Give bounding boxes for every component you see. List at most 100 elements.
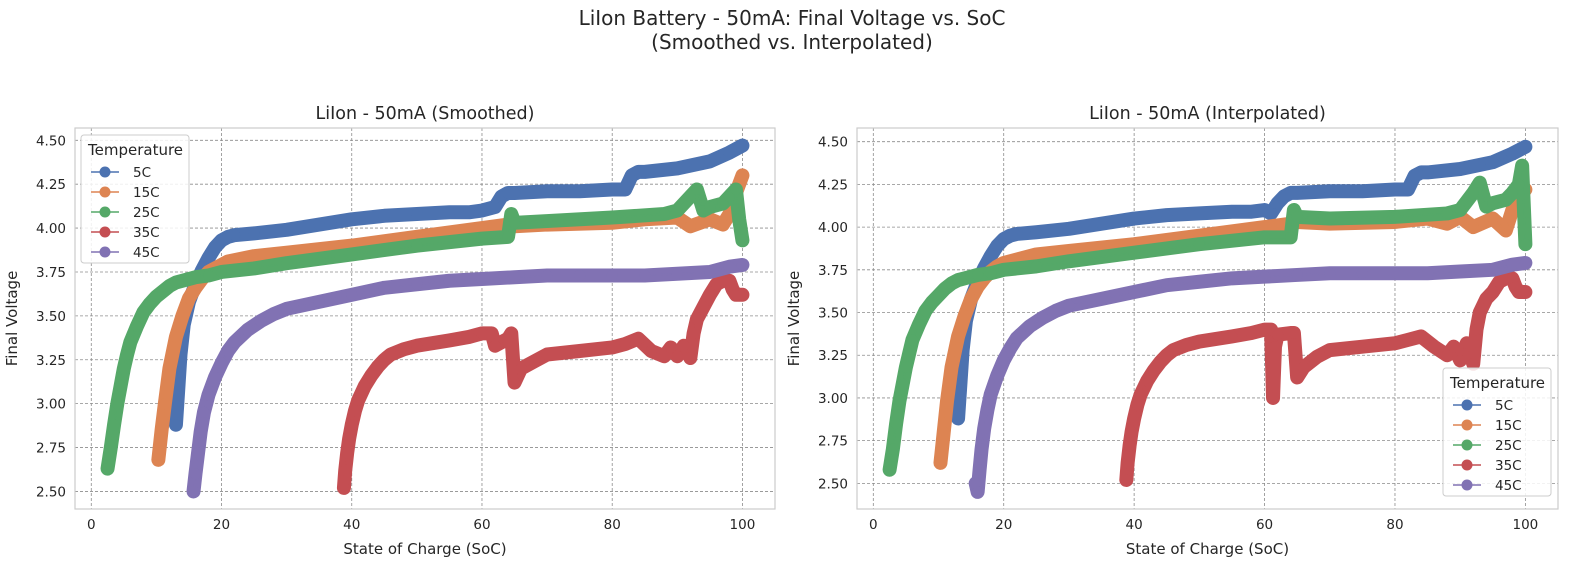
x-axis-label: State of Charge (SoC) xyxy=(1126,540,1289,558)
data-point xyxy=(159,398,171,410)
data-point xyxy=(985,389,997,401)
data-point xyxy=(1356,267,1368,279)
x-tick-label: 60 xyxy=(473,517,490,533)
data-point xyxy=(313,296,325,308)
y-tick-label: 3.25 xyxy=(818,348,848,364)
y-tick-label: 3.00 xyxy=(818,391,848,407)
data-point xyxy=(1389,337,1401,349)
data-point xyxy=(1193,276,1205,288)
data-point xyxy=(105,442,117,454)
data-point xyxy=(952,330,964,342)
data-point xyxy=(1122,457,1134,469)
legend-marker xyxy=(99,186,111,198)
y-tick-label: 2.75 xyxy=(818,434,848,450)
data-point xyxy=(1454,354,1466,366)
data-point xyxy=(188,485,200,497)
data-point xyxy=(378,210,390,222)
data-point xyxy=(1422,166,1434,178)
data-point xyxy=(1519,286,1531,298)
data-point xyxy=(352,394,364,406)
y-tick-label: 4.00 xyxy=(36,221,66,237)
series-25C xyxy=(882,158,1533,477)
data-point xyxy=(281,224,293,236)
data-point xyxy=(976,443,988,455)
data-point xyxy=(156,424,168,436)
data-point xyxy=(131,320,143,332)
data-point xyxy=(346,289,358,301)
x-tick-label: 20 xyxy=(995,517,1012,533)
data-point xyxy=(248,262,260,274)
data-point xyxy=(1193,238,1205,250)
data-point xyxy=(242,324,254,336)
data-point xyxy=(1167,344,1179,356)
data-point xyxy=(313,219,325,231)
legend-item-15C: 15C xyxy=(1453,418,1522,434)
data-point xyxy=(1030,226,1042,238)
data-point xyxy=(505,327,517,339)
data-point xyxy=(1063,255,1075,267)
data-point xyxy=(959,310,971,322)
data-point xyxy=(346,248,358,260)
data-point xyxy=(736,259,748,271)
y-tick-label: 4.50 xyxy=(818,135,848,151)
legend-item-35C: 35C xyxy=(91,225,160,241)
data-point xyxy=(639,269,651,281)
legend-item-45C: 45C xyxy=(1453,478,1522,494)
data-point xyxy=(443,334,455,346)
data-point xyxy=(1050,305,1062,317)
data-point xyxy=(970,477,982,489)
data-point xyxy=(972,281,984,293)
data-point xyxy=(974,464,986,476)
data-point xyxy=(1356,185,1368,197)
data-point xyxy=(1467,187,1479,199)
data-point xyxy=(691,313,703,325)
data-point xyxy=(1267,392,1279,404)
data-point xyxy=(890,418,902,430)
data-point xyxy=(1063,223,1075,235)
data-point xyxy=(671,205,683,217)
data-point xyxy=(476,327,488,339)
data-point xyxy=(1272,329,1284,341)
data-point xyxy=(489,201,501,213)
data-point xyxy=(1467,358,1479,370)
data-point xyxy=(1454,266,1466,278)
data-point xyxy=(736,234,748,246)
data-point xyxy=(574,185,586,197)
data-point xyxy=(1324,267,1336,279)
data-point xyxy=(229,229,241,241)
data-point xyxy=(1246,327,1258,339)
data-point xyxy=(541,185,553,197)
data-point xyxy=(509,217,521,229)
data-point xyxy=(897,378,909,390)
legend-marker xyxy=(1461,479,1473,491)
data-point xyxy=(1226,272,1238,284)
data-point xyxy=(343,433,355,445)
data-point xyxy=(476,222,488,234)
data-point xyxy=(1506,204,1518,216)
data-point xyxy=(893,395,905,407)
data-point xyxy=(202,252,214,264)
data-point xyxy=(998,264,1010,276)
data-point xyxy=(671,268,683,280)
data-point xyxy=(170,419,182,431)
data-point xyxy=(998,354,1010,366)
data-point xyxy=(1128,412,1140,424)
data-point xyxy=(1324,213,1336,225)
y-tick-label: 3.00 xyxy=(36,397,66,413)
data-point xyxy=(1291,371,1303,383)
data-point xyxy=(1506,259,1518,271)
data-point xyxy=(476,233,488,245)
data-point xyxy=(385,348,397,360)
data-point xyxy=(398,343,410,355)
data-point xyxy=(1516,160,1528,172)
data-point xyxy=(486,327,498,339)
data-point xyxy=(411,340,423,352)
data-point xyxy=(934,457,946,469)
y-tick-label: 2.75 xyxy=(36,441,66,457)
data-point xyxy=(463,206,475,218)
axes-interpolated: 0 20 40 60 80 100 2.50 2.75 3.00 3.25 3.50 3.75 4.00… xyxy=(785,104,1559,558)
data-point xyxy=(678,340,690,352)
data-point xyxy=(1487,156,1499,168)
legend-marker xyxy=(99,166,111,178)
data-point xyxy=(658,350,670,362)
